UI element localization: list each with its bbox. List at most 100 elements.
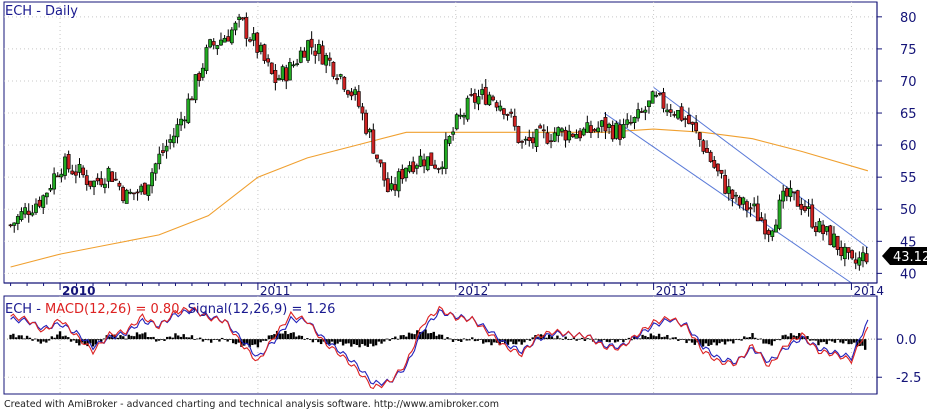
candle-body (498, 105, 503, 111)
macd-histogram-bar (487, 339, 490, 343)
macd-histogram-bar (262, 339, 265, 341)
candle-body (233, 22, 238, 31)
macd-histogram-bar (69, 339, 73, 342)
macd-histogram-bar (413, 334, 416, 340)
candle-body (349, 91, 354, 97)
macd-histogram-bar (602, 339, 606, 340)
macd-histogram-bar (377, 339, 381, 342)
macd-histogram-bar (394, 336, 397, 340)
candle-body (48, 188, 53, 191)
macd-histogram-bar (72, 339, 75, 341)
channel-lines-layer (603, 86, 869, 284)
candle-body (788, 187, 793, 198)
price-tick-label: 55 (900, 171, 917, 186)
macd-histogram-bar (490, 339, 493, 346)
macd-histogram-bar (292, 332, 295, 340)
macd-histogram-bar (374, 339, 378, 346)
macd-histogram-bar (380, 339, 383, 344)
candle-body (55, 175, 60, 178)
candle-body (81, 167, 86, 176)
candle-body (545, 132, 550, 144)
macd-histogram-bar (443, 338, 446, 340)
candle-body (425, 156, 430, 171)
candle-body (219, 39, 223, 46)
candle-body (447, 135, 452, 144)
candle-body (142, 182, 147, 195)
macd-histogram-bar (122, 336, 125, 340)
macd-histogram-bar (539, 334, 543, 340)
macd-histogram-bar (462, 338, 466, 340)
macd-tick-label: 0.0 (896, 333, 917, 348)
price-tick-label: 70 (900, 75, 917, 90)
macd-histogram-bar (264, 339, 268, 341)
macd-histogram-bar (743, 336, 746, 340)
macd-histogram-bar (369, 339, 372, 344)
channel-line (603, 112, 852, 284)
macd-histogram-bar (80, 339, 84, 343)
macd-histogram-bar (234, 339, 238, 345)
candle-body (356, 91, 361, 107)
macd-histogram-bar (372, 339, 375, 347)
candle-body (327, 57, 332, 61)
macd-histogram-bar (767, 339, 771, 345)
macd-histogram-bar (454, 339, 457, 340)
macd-histogram-bar (465, 339, 468, 341)
candle-body (237, 16, 242, 20)
macd-histogram-bar (311, 339, 315, 343)
macd-histogram-bar (9, 334, 12, 340)
candle-body (258, 44, 263, 52)
macd-histogram-bar (852, 339, 856, 343)
macd-histogram-bar (754, 337, 757, 340)
macd-histogram-bar (701, 339, 705, 347)
candle-body (520, 141, 524, 143)
candle-body (73, 171, 78, 176)
macd-histogram-bar (756, 338, 760, 340)
macd-histogram-bar (773, 339, 776, 342)
macd-histogram-bar (17, 335, 21, 340)
candle-body (175, 124, 180, 138)
macd-histogram-bar (177, 335, 180, 340)
macd-histogram-bar (344, 339, 348, 344)
candle-body (88, 180, 93, 187)
macd-histogram-bar (586, 338, 589, 340)
macd-histogram-bar (248, 339, 251, 348)
candle-body (817, 220, 822, 233)
macd-histogram-bar (424, 329, 427, 340)
candle-body (694, 122, 699, 131)
macd-histogram-bar (383, 339, 386, 342)
candle-body (171, 135, 176, 144)
macd-histogram-bar (339, 339, 342, 342)
macd-histogram-bar (138, 334, 141, 340)
macd-histogram-bar (693, 339, 697, 345)
macd-histogram-bar (770, 339, 773, 346)
candle-body (77, 164, 82, 173)
candle-body (454, 114, 459, 130)
macd-histogram-bar (94, 339, 97, 345)
signal-title-value: Signal(12,26,9) = 1.26 (188, 302, 336, 317)
macd-histogram-bar (119, 335, 122, 340)
macd-histogram-bar (718, 339, 721, 344)
macd-histogram-bar (130, 335, 133, 340)
candle-body (110, 171, 115, 182)
macd-histogram-bar (278, 333, 282, 340)
candle-body (864, 253, 869, 263)
candle-body (280, 66, 285, 80)
candle-body (99, 178, 104, 186)
macd-histogram-bar (245, 339, 249, 345)
candle-body (364, 112, 368, 134)
macd-histogram-bar (567, 339, 570, 341)
macd-histogram-bar (575, 339, 578, 341)
candle-body (523, 138, 528, 141)
macd-histogram-bar (237, 339, 240, 343)
macd-histogram-bar (473, 339, 477, 342)
candle-body (501, 108, 506, 115)
macd-histogram-bar (341, 339, 345, 346)
candle-body (686, 114, 691, 124)
candle-body (599, 120, 604, 127)
macd-histogram-bar (762, 339, 765, 344)
macd-histogram-bar (179, 336, 183, 340)
candle-body (625, 119, 630, 125)
macd-histogram-bar (286, 334, 290, 340)
macd-histogram-bar (831, 339, 834, 342)
macd-histogram-bar (611, 339, 614, 340)
